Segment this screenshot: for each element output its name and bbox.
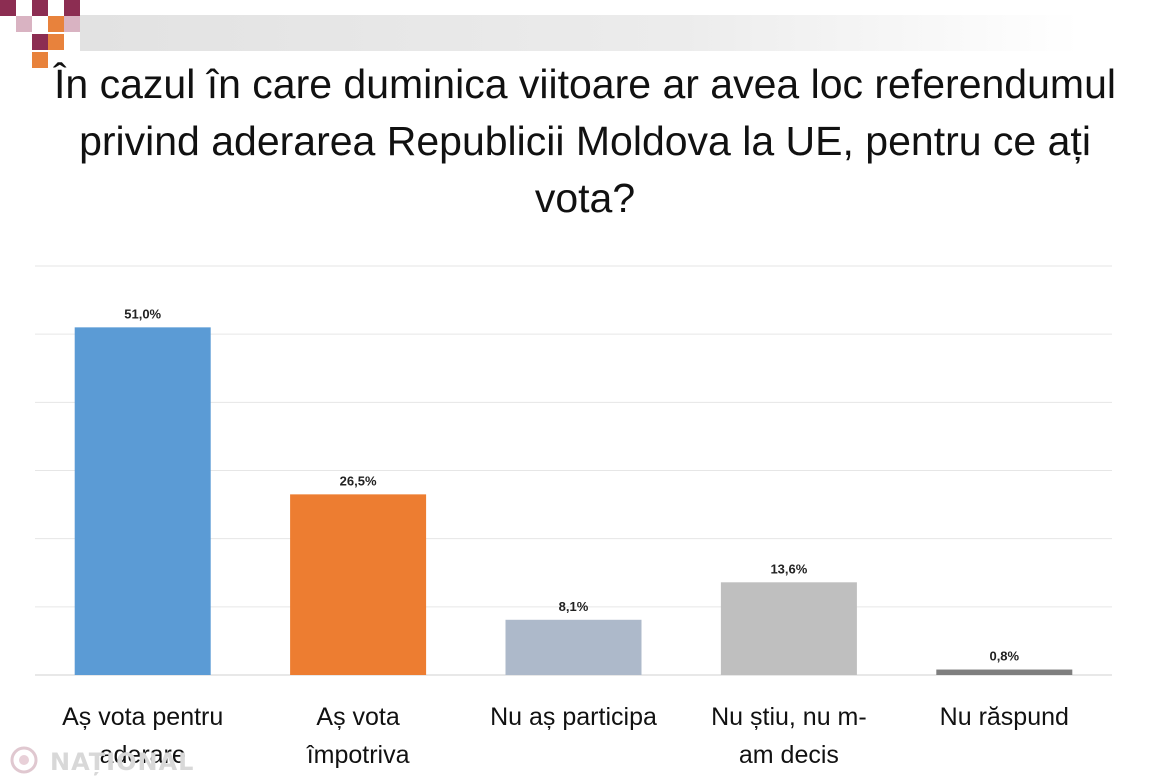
bar [290, 494, 427, 675]
deco-square [64, 0, 80, 16]
watermark: NAȚIONAL [8, 742, 208, 782]
deco-square [32, 34, 48, 50]
category-label: Nu răspund [940, 703, 1069, 731]
header-band [80, 15, 1080, 51]
decorative-squares [0, 0, 80, 68]
bar [720, 582, 857, 675]
deco-square [64, 16, 80, 32]
deco-square [48, 34, 64, 50]
data-label: 0,8% [989, 649, 1019, 664]
watermark-text: NAȚIONAL [50, 748, 195, 776]
category-label: aderare [100, 741, 186, 769]
category-label: Nu aș participa [490, 703, 657, 731]
category-label: Aș vota [316, 703, 399, 731]
deco-square [32, 0, 48, 16]
deco-square [32, 52, 48, 68]
data-label: 8,1% [559, 599, 589, 614]
category-label: am decis [739, 741, 839, 769]
deco-square [16, 16, 32, 32]
bar [505, 619, 642, 675]
slide-title: În cazul în care duminica viitoare ar av… [54, 61, 1116, 221]
deco-square [0, 0, 16, 16]
bar [74, 327, 211, 675]
category-label: Nu știu, nu m- [711, 703, 867, 731]
national-logo-icon [10, 746, 38, 774]
data-label: 13,6% [770, 561, 807, 576]
data-label: 51,0% [124, 306, 161, 321]
deco-square [48, 16, 64, 32]
category-label: aderării [316, 779, 399, 782]
bar [936, 669, 1073, 675]
bar-chart: 51,0% Aș vota pentru aderare 26,5% Aș vota îm… [35, 265, 1112, 782]
data-label: 26,5% [340, 473, 377, 488]
category-label: Aș vota pentru [62, 703, 223, 731]
category-label: împotriva [306, 741, 410, 769]
